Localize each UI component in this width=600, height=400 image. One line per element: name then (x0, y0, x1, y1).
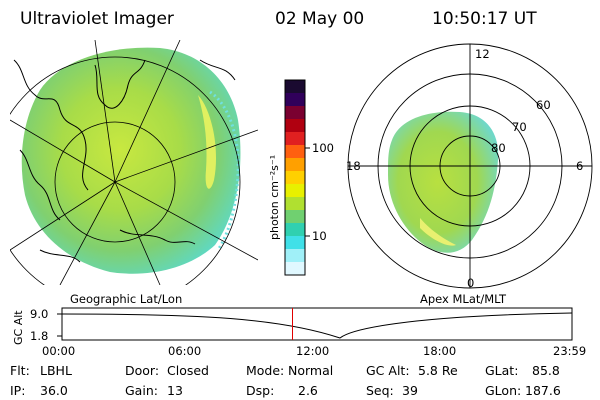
gcalt-label: GC Alt: (366, 363, 410, 378)
ip-label: IP: (10, 383, 25, 398)
colorbar-tick-10: 10 (312, 229, 327, 243)
mlt-label-18: 18 (346, 159, 361, 173)
colorbar-swatch (285, 93, 305, 107)
ip-value: 36.0 (40, 383, 68, 398)
alt-ytick-9: 9.0 (30, 307, 48, 321)
door-label: Door: (125, 363, 159, 378)
seq-value: 39 (402, 383, 418, 398)
alt-ytick-1.8: 1.8 (30, 329, 48, 343)
colorbar-swatch (285, 80, 305, 94)
geo-lat-circle (10, 56, 241, 285)
mlt-label-0: 0 (467, 276, 474, 290)
colorbar-swatch (285, 197, 305, 211)
colorbar: 100 10 photon cm⁻²s⁻¹ (268, 79, 334, 276)
instrument-title: Ultraviolet Imager (20, 9, 174, 29)
geo-map-label: Geographic Lat/Lon (70, 292, 182, 306)
colorbar-swatch (285, 184, 305, 198)
gcalt-value: 5.8 Re (418, 363, 458, 378)
colorbar-unit-label: photon cm⁻²s⁻¹ (268, 155, 281, 240)
colorbar-swatch (285, 158, 305, 172)
colorbar-swatch (285, 119, 305, 133)
alt-xtick-1200: 12:00 (296, 344, 329, 358)
altitude-curve (61, 312, 573, 339)
status-panel: Flt: LBHL Door: Closed Mode: Normal GC A… (10, 363, 561, 398)
geo-noise-edge (209, 90, 240, 251)
mode-value: Normal (288, 363, 333, 378)
colorbar-swatch (285, 249, 305, 263)
coastline (13, 59, 236, 263)
mlat-label-80: 80 (491, 141, 506, 155)
geo-meridians (10, 40, 258, 285)
colorbar-swatch (285, 145, 305, 159)
geo-aurora-image (21, 47, 241, 274)
mlat-label-60: 60 (536, 98, 551, 112)
date-label: 02 May 00 (275, 9, 364, 29)
mlt-label-12: 12 (475, 47, 490, 61)
colorbar-swatch (285, 262, 305, 276)
flt-value: LBHL (40, 363, 72, 378)
colorbar-tick-100: 100 (312, 141, 334, 155)
altitude-plot: 9.0 1.8 GC Alt 00:00 06:00 12:00 18:00 2… (12, 307, 586, 358)
alt-xtick-2359: 23:59 (553, 344, 586, 358)
door-value: Closed (167, 363, 209, 378)
glat-label: GLat: (485, 363, 518, 378)
seq-label: Seq: (366, 383, 394, 398)
alt-xtick-0600: 06:00 (168, 344, 201, 358)
alt-ylabel: GC Alt (12, 310, 25, 345)
colorbar-swatch (285, 210, 305, 224)
dsp-value: 2.6 (298, 383, 318, 398)
gain-value: 13 (167, 383, 183, 398)
colorbar-swatch (285, 171, 305, 185)
apex-map-label: Apex MLat/MLT (420, 292, 507, 306)
colorbar-swatch (285, 106, 305, 120)
alt-xtick-0000: 00:00 (42, 344, 75, 358)
geo-lat-circle (54, 121, 176, 243)
apex-bright-arc (420, 218, 456, 246)
colorbar-swatch (285, 223, 305, 237)
apex-aurora-image (388, 111, 499, 253)
apex-map: 12 6 0 18 60 70 80 (346, 43, 593, 290)
geographic-map (10, 40, 258, 285)
geo-bright-arc (198, 95, 217, 189)
mode-label: Mode: (246, 363, 284, 378)
colorbar-swatch (285, 132, 305, 146)
dsp-label: Dsp: (246, 383, 274, 398)
alt-xtick-1800: 18:00 (423, 344, 456, 358)
gain-label: Gain: (125, 383, 158, 398)
colorbar-swatch (285, 236, 305, 250)
glat-value: 85.8 (532, 363, 560, 378)
mlt-label-6: 6 (576, 159, 583, 173)
flt-label: Flt: (10, 363, 30, 378)
colorbar-ramp (285, 80, 305, 276)
mlat-label-70: 70 (512, 120, 527, 134)
time-label: 10:50:17 UT (432, 9, 537, 29)
glon-label: GLon: (485, 383, 521, 398)
glon-value: 187.6 (525, 383, 561, 398)
